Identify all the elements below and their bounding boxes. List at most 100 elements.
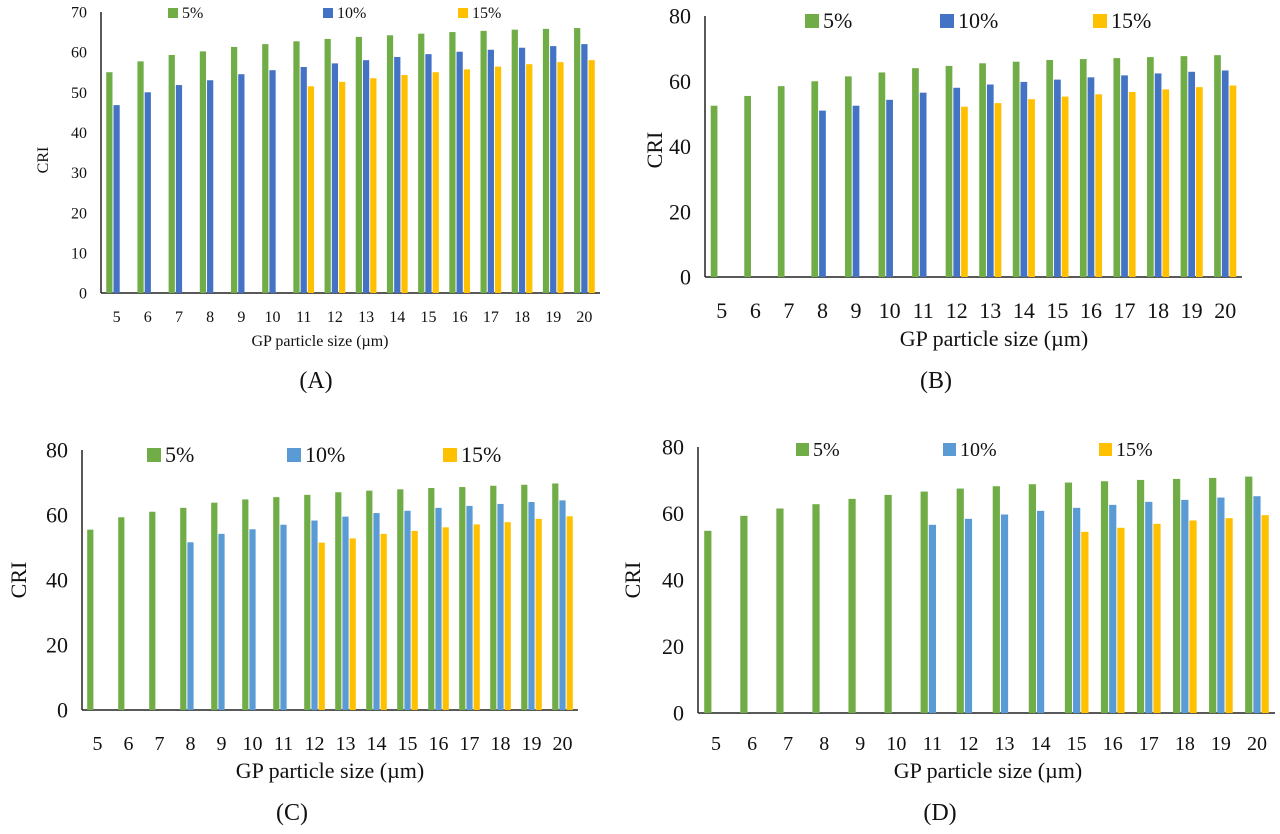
bar-10pct-18 (518, 47, 526, 293)
bar-15pct-13 (370, 78, 377, 293)
bar-15pct-15 (1061, 96, 1069, 278)
chart-panel-b: 0 20 40 60 80 CRI 5 6 7 8 9 10 11 12 13 14 15 16 17 18 19 20 G… (640, 0, 1280, 400)
x-tick-label: 7 (175, 309, 183, 326)
y-tick-label: 80 (46, 438, 68, 463)
bar-chart-d: 0 20 40 60 80 CRI 5 6 7 8 9 10 11 12 13 14 15 16 17 18 19 20 G… (620, 435, 1275, 783)
legend-swatch-15pct (458, 8, 468, 18)
bar-5pct-5 (704, 530, 712, 713)
bar-15pct-17 (1128, 92, 1136, 277)
bar-10pct-19 (1188, 71, 1196, 277)
panel-label-b: (B) (920, 368, 952, 394)
x-tick-label: 20 (1214, 298, 1236, 323)
y-axis-label: CRI (620, 562, 645, 599)
bar-15pct-20 (566, 516, 573, 710)
bar-15pct-17 (473, 524, 480, 710)
bar-5pct-17 (480, 30, 487, 293)
bar-5pct-20 (552, 483, 559, 710)
bar-10pct-19 (550, 46, 557, 293)
bar-15pct-12 (318, 542, 325, 710)
bar-5pct-6 (137, 61, 144, 293)
bar-15pct-13 (994, 103, 1002, 277)
bar-5pct-16 (1079, 59, 1087, 277)
y-tick-label: 0 (673, 701, 684, 726)
bar-15pct-12 (961, 106, 968, 277)
bar-10pct-13 (362, 60, 370, 293)
x-tick-label: 16 (452, 309, 468, 326)
bar-5pct-10 (242, 499, 249, 710)
bar-5pct-14 (1012, 61, 1020, 277)
bar-5pct-9 (230, 46, 238, 293)
bar-10pct-15 (425, 54, 432, 294)
y-tick-label: 60 (669, 69, 691, 94)
x-tick-label: 18 (1175, 733, 1195, 755)
y-tick-label: 60 (662, 501, 684, 526)
legend-label-15pct: 15% (1116, 439, 1153, 461)
bar-15pct-14 (380, 533, 387, 710)
bar-10pct-20 (559, 500, 566, 710)
bar-15pct-20 (588, 60, 595, 293)
bar-5pct-5 (87, 529, 94, 710)
legend-label-15pct: 15% (1111, 8, 1151, 33)
bar-15pct-13 (349, 538, 356, 710)
bar-5pct-5 (106, 72, 113, 293)
x-tick-label: 12 (946, 298, 968, 323)
bar-5pct-12 (304, 494, 311, 710)
bar-10pct-18 (497, 503, 504, 710)
x-tick-label: 12 (958, 733, 978, 755)
bar-15pct-14 (1028, 99, 1035, 277)
bar-10pct-16 (1109, 504, 1117, 713)
bar-5pct-14 (386, 35, 394, 293)
bar-15pct-15 (432, 72, 439, 293)
y-tick-label: 40 (662, 568, 684, 593)
bar-5pct-16 (449, 32, 456, 293)
y-axis-label: CRI (35, 147, 52, 174)
bar-5pct-11 (920, 491, 928, 713)
bar-15pct-12 (339, 81, 346, 293)
bar-10pct-13 (342, 516, 349, 710)
bar-10pct-12 (311, 520, 318, 710)
legend-label-15pct: 15% (461, 442, 501, 467)
bar-10pct-12 (331, 63, 339, 293)
x-tick-label: 9 (217, 733, 227, 755)
bar-15pct-19 (1196, 87, 1203, 277)
x-tick-label: 18 (514, 309, 530, 326)
x-tick-label: 11 (923, 733, 942, 755)
x-tick-label: 12 (305, 733, 325, 755)
y-tick-label: 0 (680, 265, 691, 290)
bar-15pct-18 (504, 522, 511, 710)
x-tick-label: 11 (913, 298, 934, 323)
legend-label-15pct: 15% (472, 5, 501, 22)
bar-15pct-11 (307, 86, 315, 293)
legend-swatch-10pct (943, 443, 956, 456)
y-axis-label: CRI (642, 132, 667, 169)
bar-5pct-6 (740, 515, 748, 713)
y-tick-label: 60 (46, 503, 68, 528)
bar-10pct-10 (249, 529, 256, 710)
x-tick-label: 13 (336, 733, 356, 755)
bar-5pct-11 (912, 68, 919, 277)
bar-5pct-20 (574, 28, 581, 294)
x-tick-label: 15 (1046, 298, 1068, 323)
bar-5pct-19 (1180, 56, 1188, 277)
bar-10pct-10 (886, 99, 893, 277)
bar-10pct-18 (1154, 73, 1162, 277)
x-tick-label: 15 (398, 733, 418, 755)
x-axis-label: GP particle size (µm) (900, 326, 1088, 351)
legend-label-5pct: 5% (165, 442, 194, 467)
bar-5pct-13 (979, 63, 986, 278)
bar-15pct-18 (526, 64, 533, 293)
x-tick-label: 14 (1031, 733, 1051, 755)
bar-15pct-19 (557, 62, 564, 293)
x-tick-label: 20 (576, 309, 592, 326)
bar-5pct-19 (521, 484, 528, 710)
bar-5pct-19 (1209, 477, 1217, 713)
x-tick-label: 5 (716, 298, 727, 323)
x-tick-label: 14 (389, 309, 405, 326)
bar-10pct-13 (1000, 514, 1009, 713)
x-tick-label: 14 (367, 733, 387, 755)
bar-5pct-9 (844, 76, 852, 277)
x-axis-label: GP particle size (µm) (894, 758, 1082, 783)
y-tick-label: 80 (662, 435, 684, 460)
bar-10pct-7 (175, 85, 183, 293)
y-tick-label: 50 (71, 85, 87, 102)
